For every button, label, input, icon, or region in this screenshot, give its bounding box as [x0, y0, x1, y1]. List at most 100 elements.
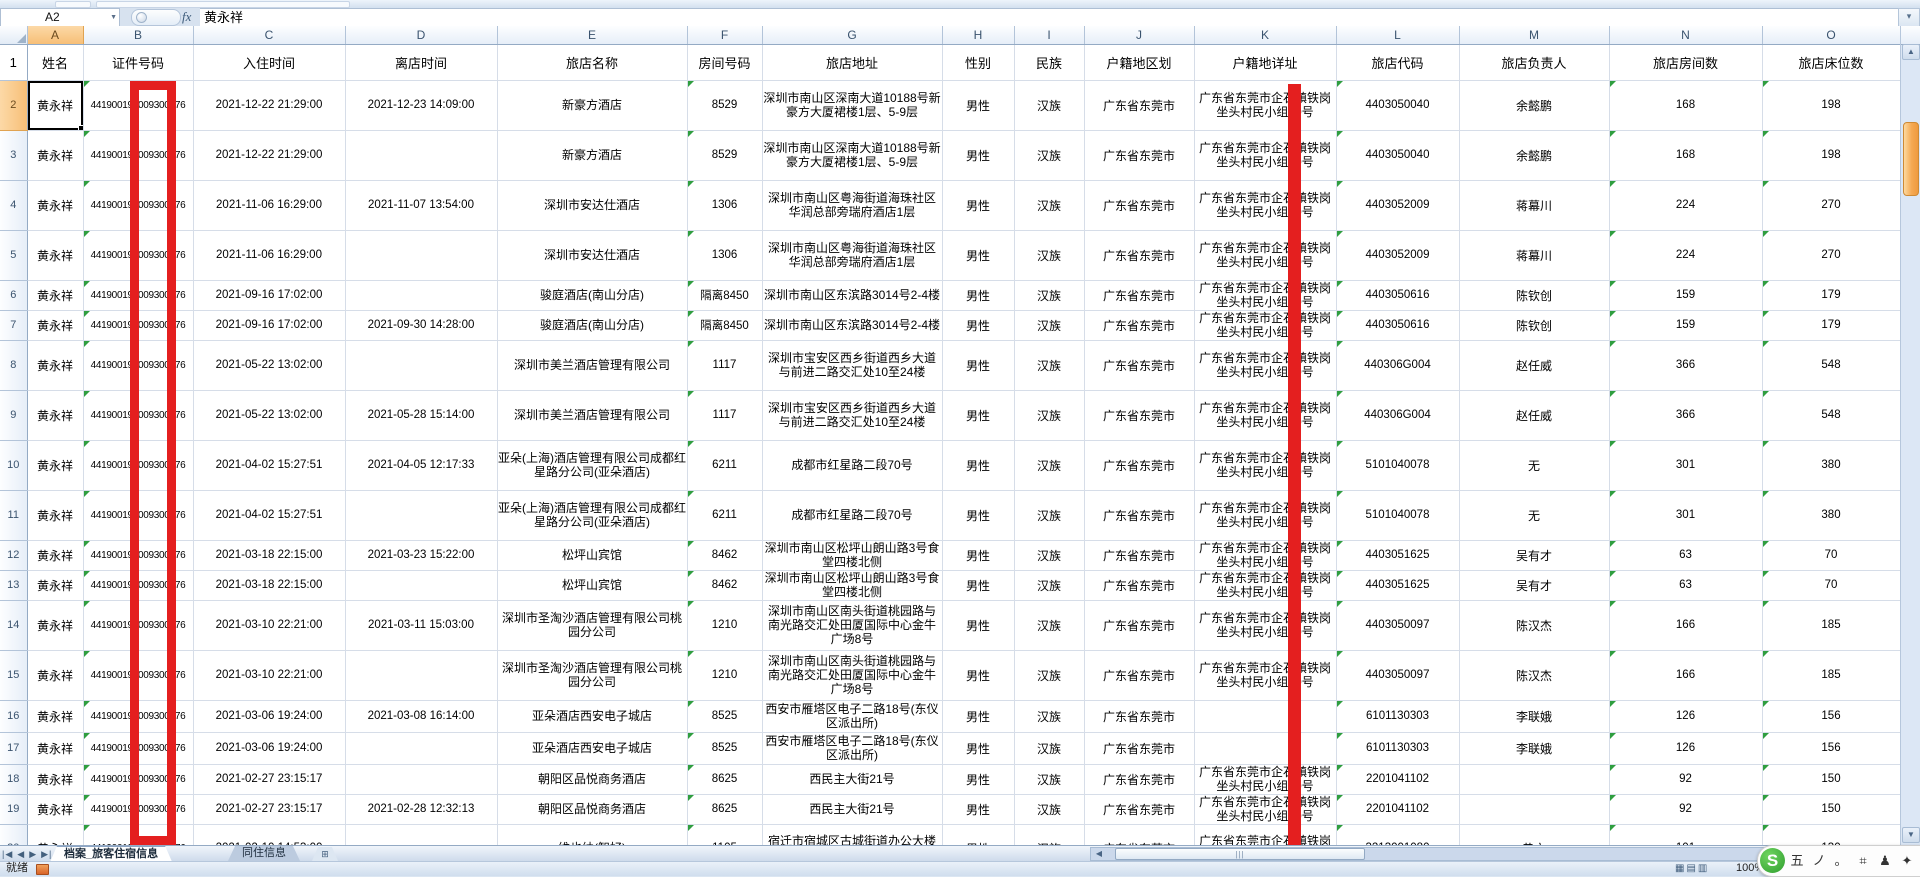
- cell-E16[interactable]: 亚朵酒店西安电子城店: [497, 700, 688, 733]
- sheet-nav-arrow-icon[interactable]: ▶|: [41, 849, 53, 859]
- cell-G8[interactable]: 深圳市宝安区西乡街道西乡大道与前进二路交汇处10至24楼: [762, 340, 943, 391]
- cell-N9[interactable]: 366: [1609, 390, 1763, 441]
- cell-K13[interactable]: 广东省东莞市企石镇铁岗坐头村民小组10号: [1194, 570, 1337, 601]
- cell-A2[interactable]: 黄永祥: [27, 80, 84, 131]
- ime-logo-icon[interactable]: S: [1760, 848, 1785, 873]
- cell-D12[interactable]: 2021-03-23 15:22:00: [345, 540, 498, 571]
- cell-G15[interactable]: 深圳市南山区南头街道桃园路与南光路交汇处田厦国际中心金牛广场8号: [762, 650, 943, 701]
- cell-K3[interactable]: 广东省东莞市企石镇铁岗坐头村民小组10号: [1194, 130, 1337, 181]
- cell-I16[interactable]: 汉族: [1014, 700, 1085, 733]
- view-mode-button[interactable]: ▥: [1697, 863, 1710, 874]
- cell-A4[interactable]: 黄永祥: [27, 180, 84, 231]
- cell-E7[interactable]: 骏庭酒店(南山分店): [497, 310, 688, 341]
- cell-I6[interactable]: 汉族: [1014, 280, 1085, 311]
- cell-N14[interactable]: 166: [1609, 600, 1763, 651]
- field-header[interactable]: 房间号码: [687, 44, 763, 81]
- cell-I19[interactable]: 汉族: [1014, 794, 1085, 825]
- sheet-nav-buttons[interactable]: |◀ ◀ ▶ ▶|: [2, 847, 56, 861]
- cell-C4[interactable]: 2021-11-06 16:29:00: [193, 180, 346, 231]
- row-header[interactable]: 12: [0, 540, 28, 571]
- cell-I11[interactable]: 汉族: [1014, 490, 1085, 541]
- cell-A20[interactable]: 黄永祥: [27, 824, 84, 845]
- cell-E8[interactable]: 深圳市美兰酒店管理有限公司: [497, 340, 688, 391]
- cell-I12[interactable]: 汉族: [1014, 540, 1085, 571]
- ime-function-icon[interactable]: ✦: [1901, 853, 1913, 868]
- cell-G11[interactable]: 成都市红星路二段70号: [762, 490, 943, 541]
- cell-E14[interactable]: 深圳市圣淘沙酒店管理有限公司桃园分公司: [497, 600, 688, 651]
- cell-H15[interactable]: 男性: [942, 650, 1015, 701]
- field-header[interactable]: 旅店名称: [497, 44, 688, 81]
- cell-F2[interactable]: 8529: [687, 80, 763, 131]
- cell-J19[interactable]: 广东省东莞市: [1084, 794, 1195, 825]
- field-header[interactable]: 户籍地详址: [1194, 44, 1337, 81]
- cell-J12[interactable]: 广东省东莞市: [1084, 540, 1195, 571]
- cell-O12[interactable]: 70: [1762, 540, 1900, 571]
- cell-H18[interactable]: 男性: [942, 764, 1015, 795]
- cell-K20[interactable]: 广东省东莞市企石镇铁岗坐头村民小组10号: [1194, 824, 1337, 845]
- cell-N3[interactable]: 168: [1609, 130, 1763, 181]
- cell-C14[interactable]: 2021-03-10 22:21:00: [193, 600, 346, 651]
- cell-N11[interactable]: 301: [1609, 490, 1763, 541]
- cell-F8[interactable]: 1117: [687, 340, 763, 391]
- cell-M19[interactable]: [1459, 794, 1610, 825]
- cell-H4[interactable]: 男性: [942, 180, 1015, 231]
- cell-M14[interactable]: 陈汉杰: [1459, 600, 1610, 651]
- cell-N19[interactable]: 92: [1609, 794, 1763, 825]
- cell-L17[interactable]: 6101130303: [1336, 732, 1460, 765]
- cell-D11[interactable]: [345, 490, 498, 541]
- cell-L10[interactable]: 5101040078: [1336, 440, 1460, 491]
- cell-L9[interactable]: 440306G004: [1336, 390, 1460, 441]
- cell-F16[interactable]: 8525: [687, 700, 763, 733]
- cell-M9[interactable]: 赵任威: [1459, 390, 1610, 441]
- cell-K8[interactable]: 广东省东莞市企石镇铁岗坐头村民小组10号: [1194, 340, 1337, 391]
- tab-cohabitant-info[interactable]: 同住信息: [228, 846, 300, 861]
- cell-E4[interactable]: 深圳市安达仕酒店: [497, 180, 688, 231]
- cell-L4[interactable]: 4403052009: [1336, 180, 1460, 231]
- cell-J10[interactable]: 广东省东莞市: [1084, 440, 1195, 491]
- row-header[interactable]: 3: [0, 130, 28, 181]
- row-header[interactable]: 1: [0, 44, 28, 81]
- column-header-D[interactable]: D: [345, 26, 498, 45]
- cell-D9[interactable]: 2021-05-28 15:14:00: [345, 390, 498, 441]
- cell-K11[interactable]: 广东省东莞市企石镇铁岗坐头村民小组10号: [1194, 490, 1337, 541]
- cell-D3[interactable]: [345, 130, 498, 181]
- cell-F6[interactable]: 隔离8450: [687, 280, 763, 311]
- cell-J15[interactable]: 广东省东莞市: [1084, 650, 1195, 701]
- row-header[interactable]: 13: [0, 570, 28, 601]
- insert-function-button[interactable]: [131, 9, 181, 26]
- cell-G2[interactable]: 深圳市南山区深南大道10188号新豪方大厦裙楼1层、5-9层: [762, 80, 943, 131]
- cell-F3[interactable]: 8529: [687, 130, 763, 181]
- cell-F4[interactable]: 1306: [687, 180, 763, 231]
- cell-A5[interactable]: 黄永祥: [27, 230, 84, 281]
- column-header-O[interactable]: O: [1762, 26, 1900, 45]
- column-header-K[interactable]: K: [1194, 26, 1337, 45]
- row-header[interactable]: 2: [0, 80, 28, 131]
- cell-E9[interactable]: 深圳市美兰酒店管理有限公司: [497, 390, 688, 441]
- cell-L2[interactable]: 4403050040: [1336, 80, 1460, 131]
- field-header[interactable]: 证件号码: [83, 44, 194, 81]
- cell-F14[interactable]: 1210: [687, 600, 763, 651]
- cell-O14[interactable]: 185: [1762, 600, 1900, 651]
- cell-K9[interactable]: 广东省东莞市企石镇铁岗坐头村民小组10号: [1194, 390, 1337, 441]
- cell-J11[interactable]: 广东省东莞市: [1084, 490, 1195, 541]
- cell-name-box[interactable]: A2 ▼: [0, 8, 120, 27]
- cell-M6[interactable]: 陈钦创: [1459, 280, 1610, 311]
- cell-C19[interactable]: 2021-02-27 23:15:17: [193, 794, 346, 825]
- cell-M4[interactable]: 蒋幕川: [1459, 180, 1610, 231]
- cell-E2[interactable]: 新豪方酒店: [497, 80, 688, 131]
- cell-K7[interactable]: 广东省东莞市企石镇铁岗坐头村民小组10号: [1194, 310, 1337, 341]
- cell-A18[interactable]: 黄永祥: [27, 764, 84, 795]
- cell-F5[interactable]: 1306: [687, 230, 763, 281]
- cell-K2[interactable]: 广东省东莞市企石镇铁岗坐头村民小组10号: [1194, 80, 1337, 131]
- cell-C13[interactable]: 2021-03-18 22:15:00: [193, 570, 346, 601]
- cell-K4[interactable]: 广东省东莞市企石镇铁岗坐头村民小组10号: [1194, 180, 1337, 231]
- cell-D2[interactable]: 2021-12-23 14:09:00: [345, 80, 498, 131]
- cell-L20[interactable]: 3213001080: [1336, 824, 1460, 845]
- row-header[interactable]: 14: [0, 600, 28, 651]
- cell-F12[interactable]: 8462: [687, 540, 763, 571]
- row-header[interactable]: 15: [0, 650, 28, 701]
- cell-D19[interactable]: 2021-02-28 12:32:13: [345, 794, 498, 825]
- cell-J13[interactable]: 广东省东莞市: [1084, 570, 1195, 601]
- cell-D7[interactable]: 2021-09-30 14:28:00: [345, 310, 498, 341]
- cell-J14[interactable]: 广东省东莞市: [1084, 600, 1195, 651]
